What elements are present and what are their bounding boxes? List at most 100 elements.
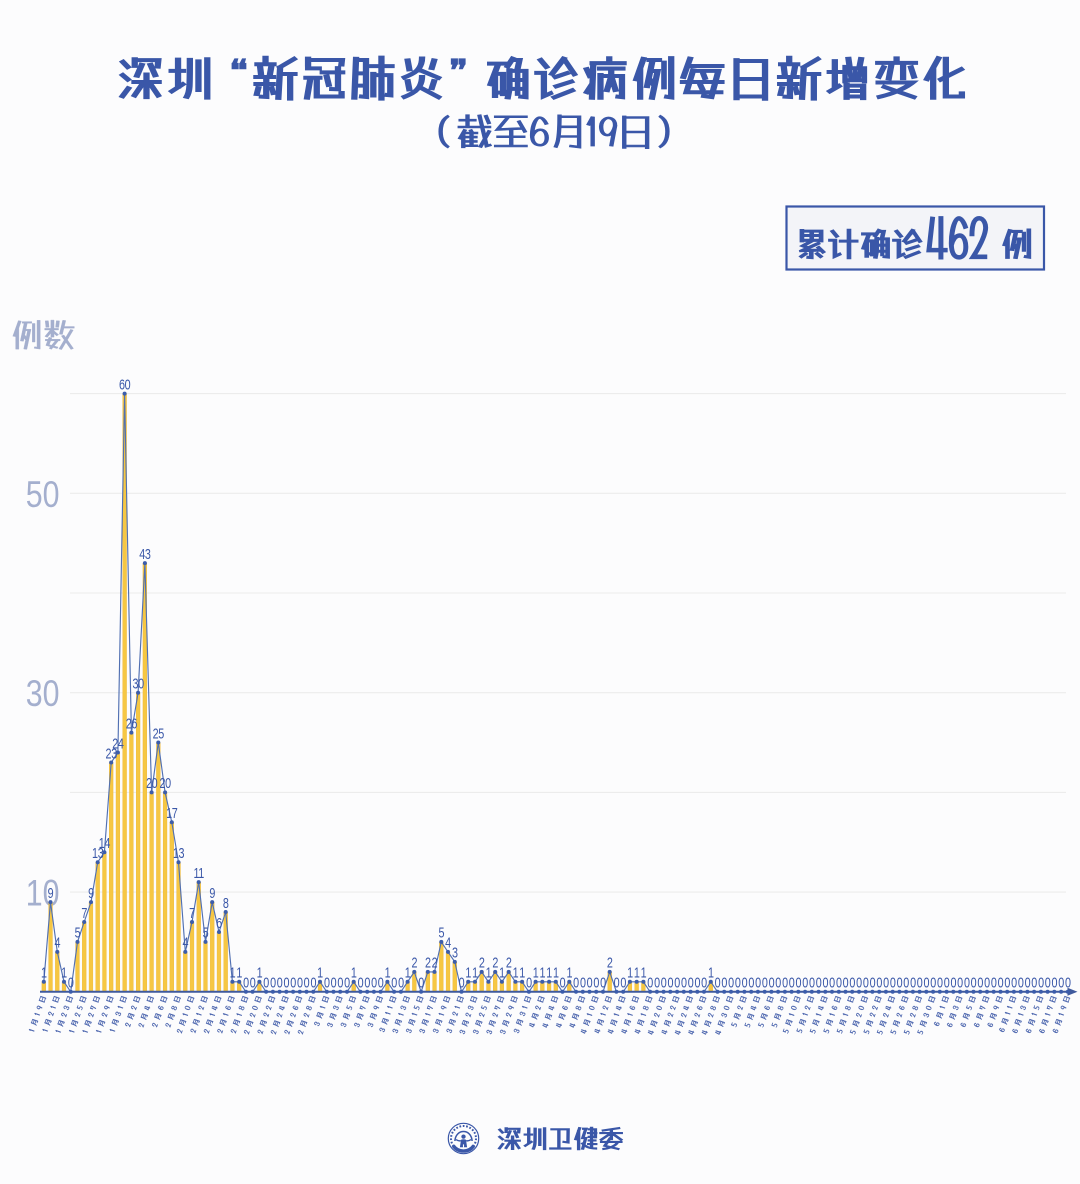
svg-text:13: 13	[173, 844, 184, 861]
svg-text:1: 1	[486, 964, 492, 981]
svg-text:1: 1	[236, 964, 242, 981]
svg-text:0: 0	[620, 974, 626, 991]
svg-text:0: 0	[297, 974, 303, 991]
svg-text:2: 2	[411, 954, 417, 971]
svg-text:0: 0	[593, 974, 599, 991]
svg-text:0: 0	[937, 974, 943, 991]
svg-text:5: 5	[438, 924, 444, 941]
svg-text:26: 26	[126, 715, 137, 732]
svg-text:0: 0	[721, 974, 727, 991]
svg-text:0: 0	[789, 974, 795, 991]
svg-text:2: 2	[492, 954, 498, 971]
svg-text:0: 0	[1045, 974, 1051, 991]
svg-text:7: 7	[189, 904, 195, 921]
svg-text:0: 0	[526, 974, 532, 991]
svg-text:0: 0	[883, 974, 889, 991]
svg-text:0: 0	[782, 974, 788, 991]
svg-text:0: 0	[762, 974, 768, 991]
svg-text:1: 1	[553, 964, 559, 981]
svg-text:0: 0	[68, 974, 74, 991]
svg-text:0: 0	[358, 974, 364, 991]
svg-text:1: 1	[257, 964, 263, 981]
svg-text:0: 0	[310, 974, 316, 991]
svg-text:20: 20	[159, 774, 170, 791]
svg-text:6: 6	[216, 914, 222, 931]
svg-text:0: 0	[856, 974, 862, 991]
svg-text:1: 1	[513, 964, 519, 981]
svg-text:0: 0	[391, 974, 397, 991]
svg-text:2: 2	[432, 954, 438, 971]
svg-text:0: 0	[573, 974, 579, 991]
svg-text:0: 0	[1004, 974, 1010, 991]
svg-text:0: 0	[674, 974, 680, 991]
svg-text:2: 2	[607, 954, 613, 971]
svg-text:0: 0	[1011, 974, 1017, 991]
svg-text:0: 0	[250, 974, 256, 991]
svg-text:0: 0	[1018, 974, 1024, 991]
svg-text:0: 0	[331, 974, 337, 991]
svg-text:0: 0	[742, 974, 748, 991]
svg-text:0: 0	[849, 974, 855, 991]
svg-text:24: 24	[112, 735, 123, 752]
svg-text:0: 0	[843, 974, 849, 991]
svg-text:0: 0	[991, 974, 997, 991]
svg-text:0: 0	[755, 974, 761, 991]
svg-text:0: 0	[243, 974, 249, 991]
svg-text:0: 0	[897, 974, 903, 991]
svg-text:8: 8	[223, 894, 229, 911]
svg-text:0: 0	[1051, 974, 1057, 991]
svg-text:1: 1	[41, 964, 47, 981]
svg-text:0: 0	[587, 974, 593, 991]
svg-text:0: 0	[822, 974, 828, 991]
svg-text:0: 0	[910, 974, 916, 991]
svg-text:4: 4	[54, 934, 60, 951]
svg-text:1: 1	[519, 964, 525, 981]
svg-text:0: 0	[944, 974, 950, 991]
svg-text:0: 0	[667, 974, 673, 991]
svg-text:0: 0	[1058, 974, 1064, 991]
svg-text:9: 9	[88, 884, 94, 901]
svg-text:0: 0	[560, 974, 566, 991]
svg-text:0: 0	[748, 974, 754, 991]
svg-text:0: 0	[876, 974, 882, 991]
svg-text:20: 20	[146, 774, 157, 791]
svg-text:0: 0	[809, 974, 815, 991]
svg-text:0: 0	[923, 974, 929, 991]
svg-text:0: 0	[957, 974, 963, 991]
svg-text:0: 0	[735, 974, 741, 991]
svg-text:1: 1	[385, 964, 391, 981]
svg-text:0: 0	[917, 974, 923, 991]
svg-text:3: 3	[452, 944, 458, 961]
svg-text:0: 0	[283, 974, 289, 991]
svg-text:14: 14	[99, 834, 110, 851]
svg-text:9: 9	[209, 884, 215, 901]
svg-text:10: 10	[26, 873, 60, 915]
svg-text:1: 1	[61, 964, 67, 981]
svg-text:0: 0	[1031, 974, 1037, 991]
svg-text:0: 0	[802, 974, 808, 991]
svg-text:0: 0	[418, 974, 424, 991]
svg-text:0: 0	[337, 974, 343, 991]
svg-text:5: 5	[203, 924, 209, 941]
svg-text:0: 0	[715, 974, 721, 991]
svg-text:0: 0	[270, 974, 276, 991]
svg-text:0: 0	[728, 974, 734, 991]
svg-text:30: 30	[132, 675, 143, 692]
svg-text:0: 0	[661, 974, 667, 991]
svg-text:1: 1	[708, 964, 714, 981]
svg-text:23: 23	[106, 745, 117, 762]
svg-text:0: 0	[344, 974, 350, 991]
svg-text:1: 1	[641, 964, 647, 981]
svg-text:0: 0	[681, 974, 687, 991]
svg-text:0: 0	[459, 974, 465, 991]
svg-text:0: 0	[816, 974, 822, 991]
svg-text:0: 0	[371, 974, 377, 991]
svg-text:1: 1	[546, 964, 552, 981]
svg-text:1: 1	[539, 964, 545, 981]
svg-text:0: 0	[964, 974, 970, 991]
svg-text:2: 2	[479, 954, 485, 971]
svg-text:9: 9	[48, 884, 54, 901]
svg-text:13: 13	[92, 844, 103, 861]
svg-text:1: 1	[533, 964, 539, 981]
svg-text:1: 1	[317, 964, 323, 981]
